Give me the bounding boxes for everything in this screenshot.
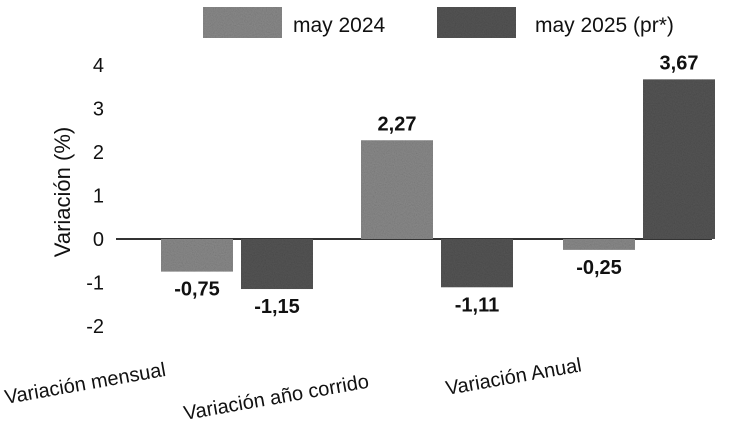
legend-label-series-2: may 2025 (pr*): [535, 14, 674, 37]
bar-series-1: [563, 239, 635, 250]
data-label: -1,11: [455, 294, 499, 316]
bar-series-2: [643, 79, 715, 239]
y-tick-label: -1: [86, 273, 104, 295]
bar-series-2: [241, 239, 313, 290]
data-label: -0,25: [576, 257, 622, 279]
y-tick-label: 4: [93, 55, 104, 77]
y-tick-label: -2: [86, 316, 104, 338]
category-label: Variación mensual: [3, 359, 167, 409]
category-label: Variación Anual: [444, 354, 583, 400]
legend-label-series-1: may 2024: [293, 14, 386, 37]
category-labels: Variación mensual Variación año corrido Va…: [3, 354, 583, 425]
y-axis-label: Variación (%): [50, 127, 75, 257]
data-label: 2,27: [378, 113, 417, 135]
legend-swatch-series-1: [203, 7, 282, 38]
bar-series-2: [441, 239, 513, 288]
data-label: -0,75: [174, 279, 220, 301]
y-tick-label: 1: [93, 186, 104, 208]
y-tick-label: 2: [93, 142, 104, 164]
legend-swatch-series-2: [437, 7, 516, 38]
legend: may 2024 may 2025 (pr*): [203, 7, 674, 38]
y-tick-label: 0: [93, 229, 104, 251]
bar-series-1: [161, 239, 233, 272]
y-axis-ticks: 4 3 2 1 0 -1 -2: [86, 55, 104, 338]
data-label: 3,67: [660, 52, 699, 74]
y-tick-label: 3: [93, 99, 104, 121]
bar-series-1: [361, 140, 433, 239]
bars: [161, 79, 715, 290]
data-labels: -0,75 2,27 -0,25 -1,15 -1,11 3,67: [174, 52, 698, 318]
data-label: -1,15: [254, 296, 300, 318]
category-label: Variación año corrido: [182, 371, 370, 425]
